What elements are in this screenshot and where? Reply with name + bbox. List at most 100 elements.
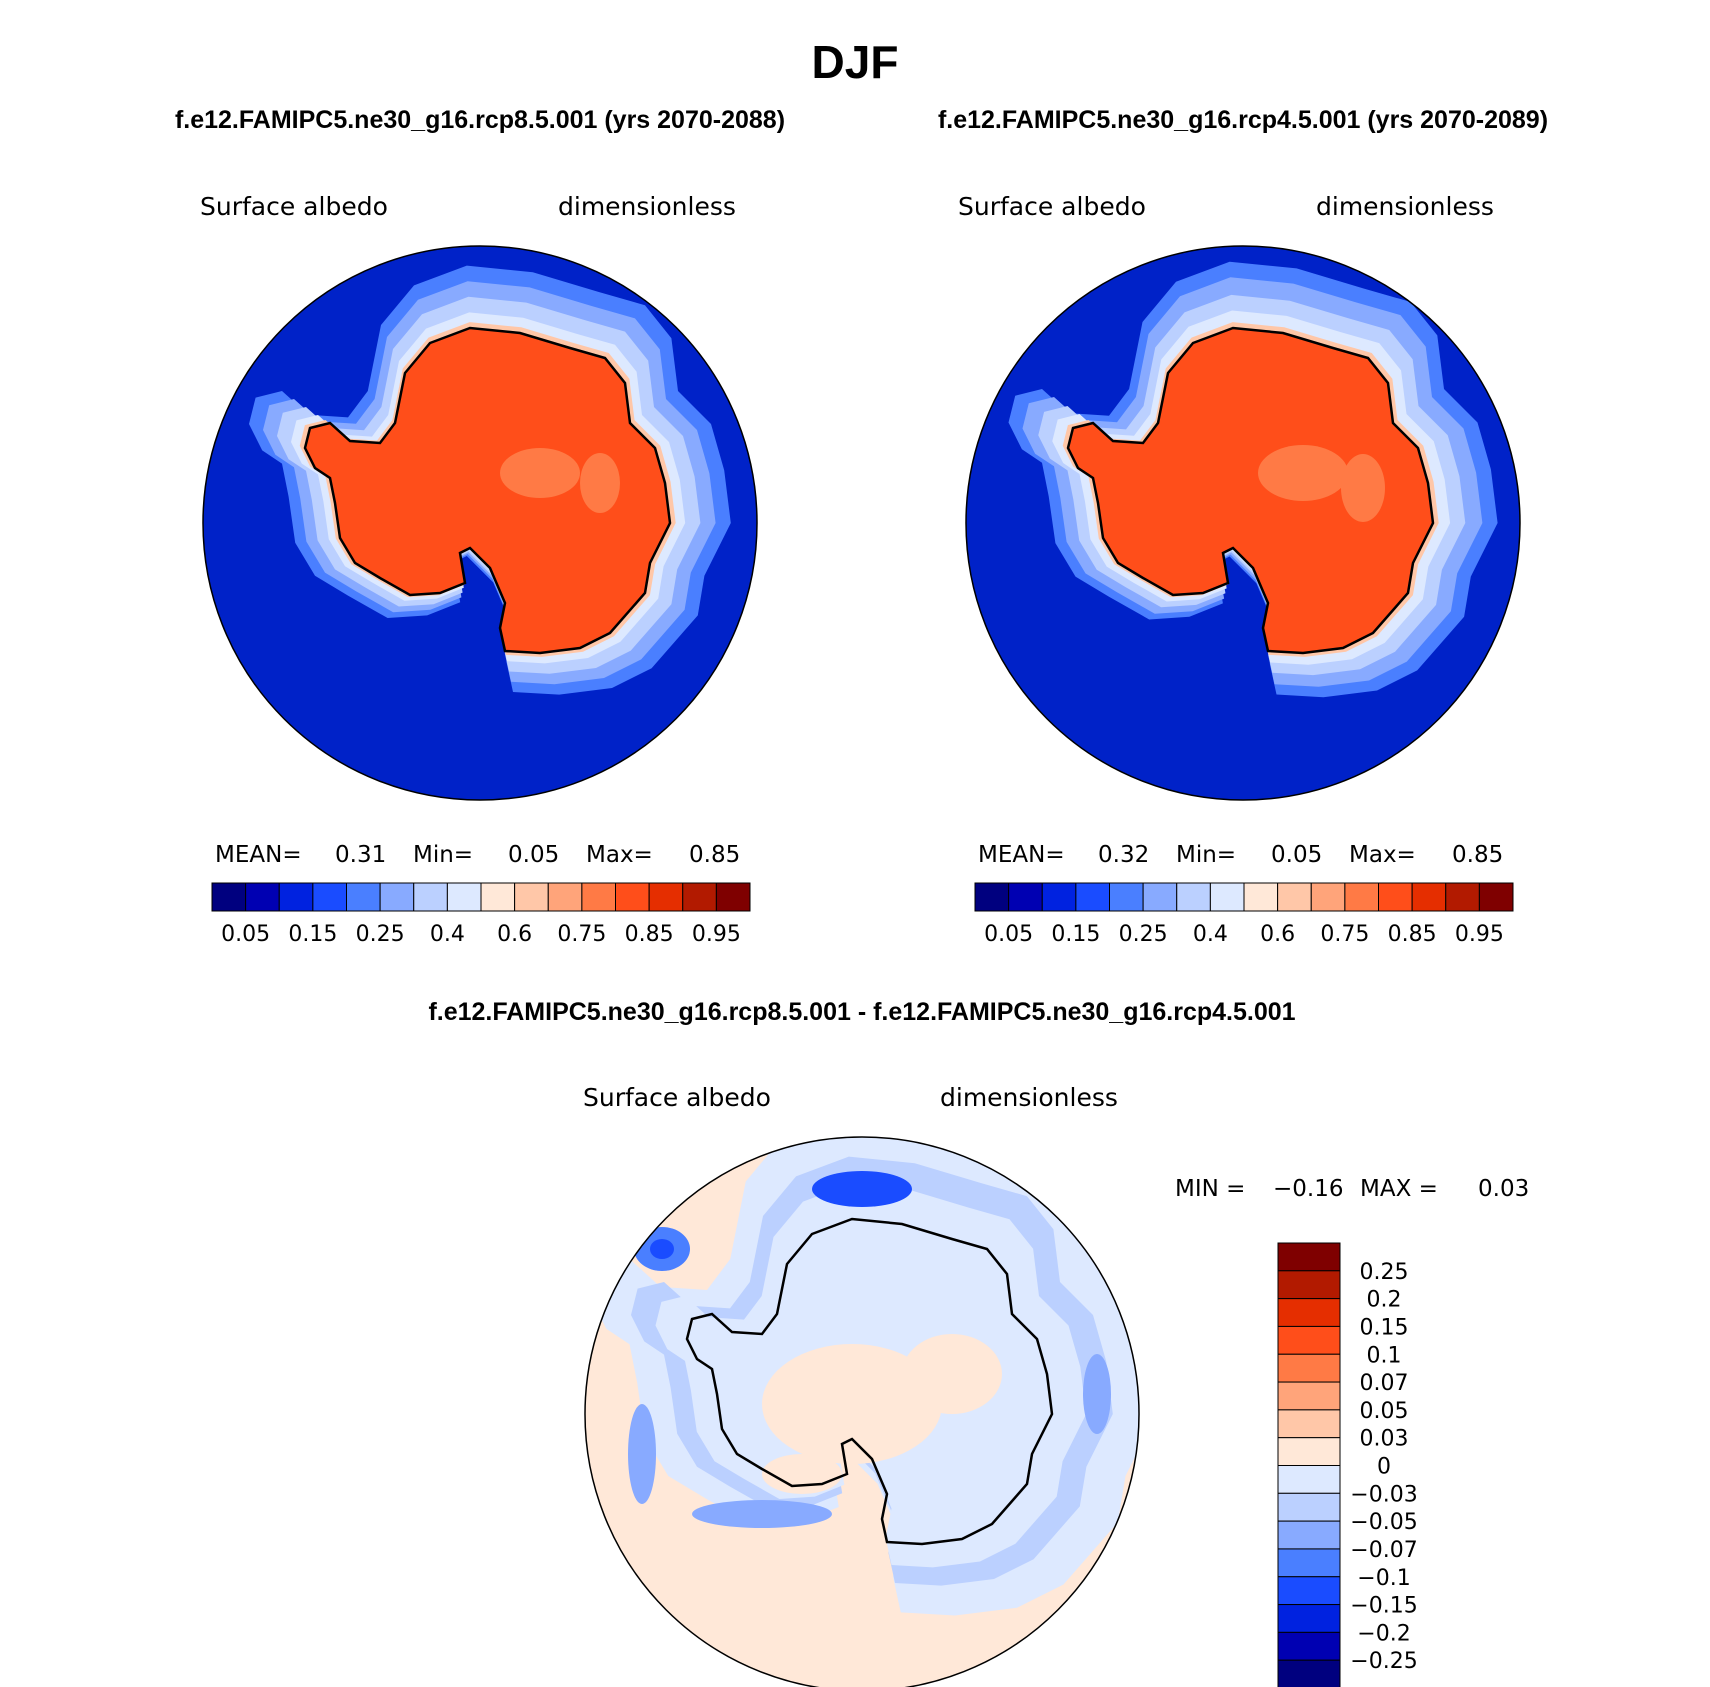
colorbar-diff-swatch bbox=[1277, 1631, 1341, 1661]
colorbar-rcp85-swatch bbox=[446, 882, 482, 912]
colorbar-rcp45-swatch bbox=[1176, 882, 1211, 912]
colorbar-diff-tick-label: 0.07 bbox=[1360, 1371, 1409, 1396]
colorbar-diff-tick-label: −0.25 bbox=[1350, 1649, 1417, 1674]
colorbar-rcp85-swatch bbox=[278, 882, 314, 912]
colorbar-rcp45-swatch bbox=[1209, 882, 1245, 912]
colorbar-diff-tick-label: −0.15 bbox=[1350, 1594, 1417, 1619]
panel-rcp85-max: 0.85 bbox=[689, 842, 740, 868]
colorbar-diff-swatch bbox=[1277, 1548, 1341, 1578]
colorbar-rcp85-tick-label: 0.75 bbox=[557, 922, 606, 947]
panel-diff-max-label: MAX = bbox=[1360, 1176, 1438, 1202]
colorbar-diff-swatch bbox=[1277, 1353, 1341, 1383]
colorbar-rcp45-swatch bbox=[1109, 882, 1144, 912]
colorbar-diff-swatch bbox=[1277, 1520, 1341, 1550]
header-right: f.e12.FAMIPC5.ne30_g16.rcp4.5.001 (yrs 2… bbox=[938, 106, 1548, 134]
colorbar-diff-swatch bbox=[1277, 1381, 1341, 1411]
colorbar-diff-swatch bbox=[1277, 1298, 1341, 1327]
colorbar-diff-tick-label: 0.25 bbox=[1360, 1260, 1409, 1285]
colorbar-rcp85: 0.05 0.15 0.25 0.4 0.6 0.75 0.85 0.95 bbox=[211, 882, 751, 947]
colorbar-diff-tick-label: 0.03 bbox=[1360, 1427, 1409, 1452]
colorbar-rcp45-swatch bbox=[1142, 882, 1178, 912]
colorbar-diff-tick-label: −0.07 bbox=[1350, 1538, 1417, 1563]
colorbar-rcp85-swatch bbox=[581, 882, 616, 912]
colorbar-rcp85-swatch bbox=[514, 882, 549, 912]
colorbar-rcp45-swatch bbox=[1445, 882, 1480, 912]
panel-rcp45-mean: 0.32 bbox=[1098, 842, 1149, 868]
panel-diff-units: dimensionless bbox=[940, 1083, 1118, 1112]
colorbar-rcp85-swatch bbox=[211, 882, 247, 912]
panel-rcp45-max-label: Max= bbox=[1349, 842, 1416, 868]
colorbar-difference: 0.25 0.20.15 0.1 0.07 0.05 0.03 0−0.03 −0.05 −0.… bbox=[1277, 1242, 1418, 1687]
colorbar-diff-swatch bbox=[1277, 1465, 1341, 1494]
colorbar-diff-swatch bbox=[1277, 1492, 1341, 1522]
panel-rcp45-min-label: Min= bbox=[1176, 842, 1236, 868]
colorbar-rcp85-swatch bbox=[245, 882, 280, 912]
colorbar-rcp45-tick-label: 0.75 bbox=[1320, 922, 1369, 947]
header-left: f.e12.FAMIPC5.ne30_g16.rcp8.5.001 (yrs 2… bbox=[175, 106, 785, 134]
colorbar-rcp85-swatch bbox=[715, 882, 751, 912]
colorbar-rcp45-swatch bbox=[974, 882, 1010, 912]
colorbar-rcp45-tick-label: 0.95 bbox=[1455, 922, 1504, 947]
colorbar-rcp45-tick-label: 0.4 bbox=[1193, 922, 1228, 947]
panel-rcp85-max-label: Max= bbox=[586, 842, 653, 868]
panel-rcp85-min-label: Min= bbox=[413, 842, 473, 868]
panel-rcp85-min: 0.05 bbox=[508, 842, 559, 868]
colorbar-diff-tick-label: −0.05 bbox=[1350, 1510, 1417, 1535]
colorbar-rcp45-swatch bbox=[1310, 882, 1346, 912]
colorbar-rcp45-swatch bbox=[1277, 882, 1312, 912]
colorbar-rcp85-swatch bbox=[615, 882, 650, 912]
colorbar-rcp45-tick-label: 0.05 bbox=[984, 922, 1033, 947]
panel-rcp85-map bbox=[203, 246, 757, 800]
colorbar-rcp45-swatch bbox=[1041, 882, 1077, 912]
colorbar-diff-tick-label: 0.2 bbox=[1367, 1288, 1402, 1313]
colorbar-rcp45-swatch bbox=[1243, 882, 1279, 912]
colorbar-rcp85-tick-label: 0.25 bbox=[356, 922, 405, 947]
colorbar-diff-tick-label: 0.15 bbox=[1360, 1315, 1409, 1340]
colorbar-rcp85-swatch bbox=[346, 882, 381, 912]
colorbar-rcp45-swatch bbox=[1411, 882, 1447, 912]
colorbar-rcp45-tick-label: 0.25 bbox=[1119, 922, 1168, 947]
panel-rcp45-max: 0.85 bbox=[1452, 842, 1503, 868]
panel-difference: Surface albedo dimensionless MIN = bbox=[583, 1083, 1529, 1687]
panel-rcp45: Surface albedo dimensionless MEAN= 0.32 … bbox=[958, 192, 1521, 947]
panel-rcp45-mean-label: MEAN= bbox=[978, 842, 1065, 868]
panel-rcp45-units: dimensionless bbox=[1316, 192, 1494, 221]
colorbar-diff-tick-label: 0 bbox=[1377, 1455, 1391, 1480]
colorbar-rcp85-swatch bbox=[312, 882, 347, 912]
colorbar-diff-swatch bbox=[1277, 1242, 1341, 1272]
colorbar-rcp45-tick-label: 0.85 bbox=[1388, 922, 1437, 947]
colorbar-diff-tick-label: −0.2 bbox=[1357, 1621, 1410, 1646]
main-title: DJF bbox=[812, 36, 899, 88]
panel-diff-min-label: MIN = bbox=[1175, 1176, 1245, 1202]
panel-diff-max: 0.03 bbox=[1478, 1176, 1529, 1202]
colorbar-diff-swatch bbox=[1277, 1576, 1341, 1606]
colorbar-rcp85-tick-label: 0.85 bbox=[625, 922, 674, 947]
colorbar-rcp45-swatch bbox=[1075, 882, 1110, 912]
panel-diff-min: −0.16 bbox=[1273, 1176, 1343, 1202]
colorbar-rcp45-swatch bbox=[1478, 882, 1514, 912]
colorbar-diff-tick-label: 0.05 bbox=[1360, 1399, 1409, 1424]
colorbar-rcp85-swatch bbox=[413, 882, 448, 912]
colorbar-diff-swatch bbox=[1277, 1659, 1341, 1687]
colorbar-rcp45: 0.05 0.15 0.25 0.4 0.6 0.75 0.85 0.95 bbox=[974, 882, 1514, 947]
diff-title: f.e12.FAMIPC5.ne30_g16.rcp8.5.001 - f.e1… bbox=[428, 998, 1295, 1026]
colorbar-rcp85-tick-label: 0.95 bbox=[692, 922, 741, 947]
colorbar-diff-tick-label: 0.1 bbox=[1367, 1343, 1402, 1368]
colorbar-diff-swatch bbox=[1277, 1437, 1341, 1466]
panel-rcp85-mean: 0.31 bbox=[335, 842, 386, 868]
panel-rcp85: Surface albedo dimensionless MEAN= 0.31 … bbox=[200, 192, 758, 947]
colorbar-rcp85-swatch bbox=[379, 882, 415, 912]
colorbar-diff-tick-label: −0.03 bbox=[1350, 1482, 1417, 1507]
colorbar-rcp45-swatch bbox=[1344, 882, 1379, 912]
colorbar-rcp85-tick-label: 0.6 bbox=[497, 922, 532, 947]
colorbar-rcp45-swatch bbox=[1008, 882, 1043, 912]
colorbar-diff-swatch bbox=[1277, 1604, 1341, 1633]
colorbar-rcp85-swatch bbox=[648, 882, 684, 912]
panel-rcp85-variable: Surface albedo bbox=[200, 192, 388, 221]
panel-rcp85-mean-label: MEAN= bbox=[215, 842, 302, 868]
colorbar-rcp85-tick-label: 0.05 bbox=[221, 922, 270, 947]
panel-rcp45-map bbox=[966, 246, 1520, 800]
panel-rcp45-variable: Surface albedo bbox=[958, 192, 1146, 221]
colorbar-rcp85-swatch bbox=[682, 882, 717, 912]
